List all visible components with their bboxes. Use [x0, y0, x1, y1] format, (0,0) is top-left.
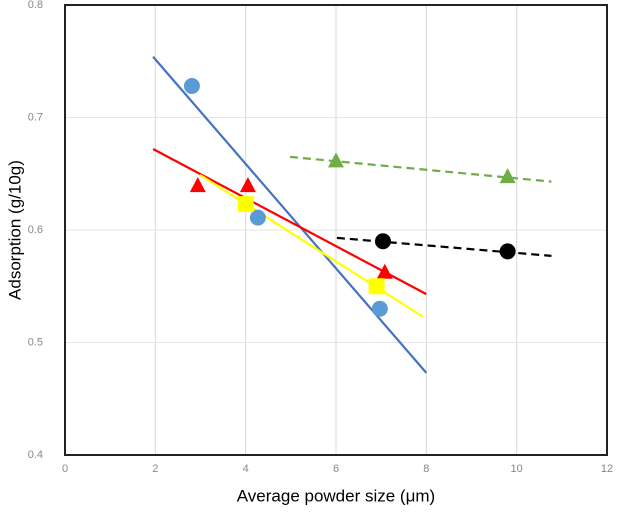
- trend-line: [336, 236, 552, 257]
- marker: [249, 209, 266, 226]
- marker: [189, 177, 206, 193]
- marker: [237, 196, 254, 213]
- trend-line: [152, 56, 428, 374]
- y-tick-label: 0.6: [28, 224, 43, 236]
- marker: [371, 300, 388, 317]
- x-tick-label: 12: [601, 463, 613, 475]
- x-tick-label: 0: [62, 463, 68, 475]
- marker: [499, 243, 516, 260]
- plot-frame: [64, 4, 608, 456]
- x-tick-label: 8: [423, 463, 429, 475]
- x-axis-label: Average powder size (μm): [237, 486, 435, 505]
- marker: [328, 152, 344, 168]
- x-tick-label: 2: [152, 463, 158, 475]
- y-axis-label: Adsorption (g/10g): [5, 160, 24, 300]
- x-tick-label: 10: [511, 463, 523, 475]
- y-tick-label: 0.5: [28, 336, 43, 348]
- y-tick-label: 0.7: [28, 111, 43, 123]
- x-tick-label: 6: [333, 463, 339, 475]
- marker: [374, 233, 391, 250]
- trend-line: [152, 148, 427, 296]
- marker: [368, 278, 385, 295]
- marker: [183, 78, 200, 94]
- marker: [239, 177, 256, 193]
- x-tick-label: 4: [243, 463, 249, 475]
- marker: [376, 263, 393, 279]
- trend-line: [199, 173, 424, 318]
- y-tick-label: 0.8: [28, 0, 43, 11]
- marker: [499, 168, 516, 184]
- y-tick-label: 0.4: [28, 449, 43, 461]
